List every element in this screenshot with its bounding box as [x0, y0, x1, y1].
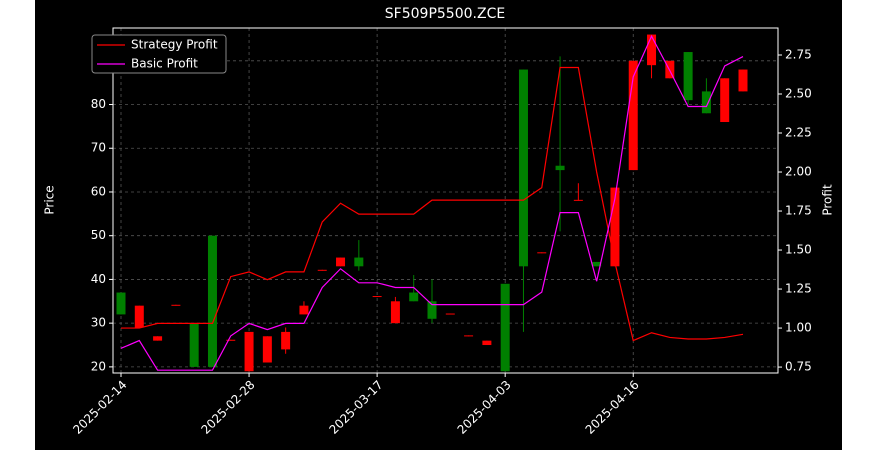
y-tick-label: 40: [91, 272, 106, 286]
profit-line: [121, 66, 744, 342]
candle-body: [226, 339, 236, 341]
candle-body: [153, 336, 163, 341]
candle-body: [592, 261, 602, 267]
candle-body: [738, 69, 748, 92]
y2-tick-label: 2.75: [785, 47, 812, 61]
candle-body: [482, 340, 492, 346]
plot-frame: [112, 27, 779, 374]
y2-tick-label: 1.75: [785, 204, 812, 218]
candle-body: [518, 69, 528, 267]
candle-body: [427, 301, 437, 319]
candle-body: [299, 305, 309, 315]
y-tick-label: 20: [91, 359, 106, 373]
profit-line: [120, 34, 744, 371]
y2-tick-label: 1.25: [785, 282, 812, 296]
candle-body: [244, 331, 254, 372]
candle-body: [445, 313, 455, 315]
candle-body: [555, 165, 565, 171]
y-tick-label: 70: [91, 141, 106, 155]
legend-label: Strategy Profit: [131, 38, 218, 52]
y-tick-label: 60: [91, 184, 106, 198]
candle-body: [189, 323, 199, 367]
candle-body: [647, 34, 657, 66]
y-tick-label: 30: [91, 316, 106, 330]
y2-tick-label: 1.00: [785, 321, 812, 335]
y2-axis-label: Profit: [821, 184, 835, 216]
legend-box: [91, 34, 227, 74]
candle-body: [683, 52, 693, 101]
figure-background: [35, 0, 842, 450]
candle-body: [134, 305, 144, 328]
candle-body: [573, 199, 583, 201]
candle-body: [317, 269, 327, 271]
candle-body: [372, 296, 382, 298]
y2-tick-label: 0.75: [785, 360, 812, 374]
candle-body: [262, 336, 272, 363]
y2-tick-label: 2.00: [785, 165, 812, 179]
candle-body: [281, 331, 291, 350]
y-tick-label: 80: [91, 97, 106, 111]
candle-body: [500, 283, 510, 372]
candle-body: [354, 257, 364, 267]
legend-label: Basic Profit: [131, 57, 198, 71]
y2-tick-label: 2.50: [785, 87, 812, 101]
candle-body: [409, 292, 419, 302]
candle-body: [610, 187, 620, 267]
chart-title: SF509P5500.ZCE: [385, 6, 505, 22]
candle-body: [537, 252, 547, 254]
y-axis-label: Price: [43, 185, 57, 214]
candle-body: [464, 335, 474, 337]
candle-body: [720, 78, 730, 123]
candle-body: [701, 91, 711, 114]
candle-body: [207, 235, 217, 367]
candle-body: [336, 257, 346, 267]
y-tick-label: 50: [91, 228, 106, 242]
y2-tick-label: 2.25: [785, 126, 812, 140]
y2-tick-label: 1.50: [785, 243, 812, 257]
candle-body: [390, 301, 400, 324]
candle-body: [628, 60, 638, 171]
candle-body: [171, 304, 181, 306]
candle-body: [116, 292, 126, 315]
